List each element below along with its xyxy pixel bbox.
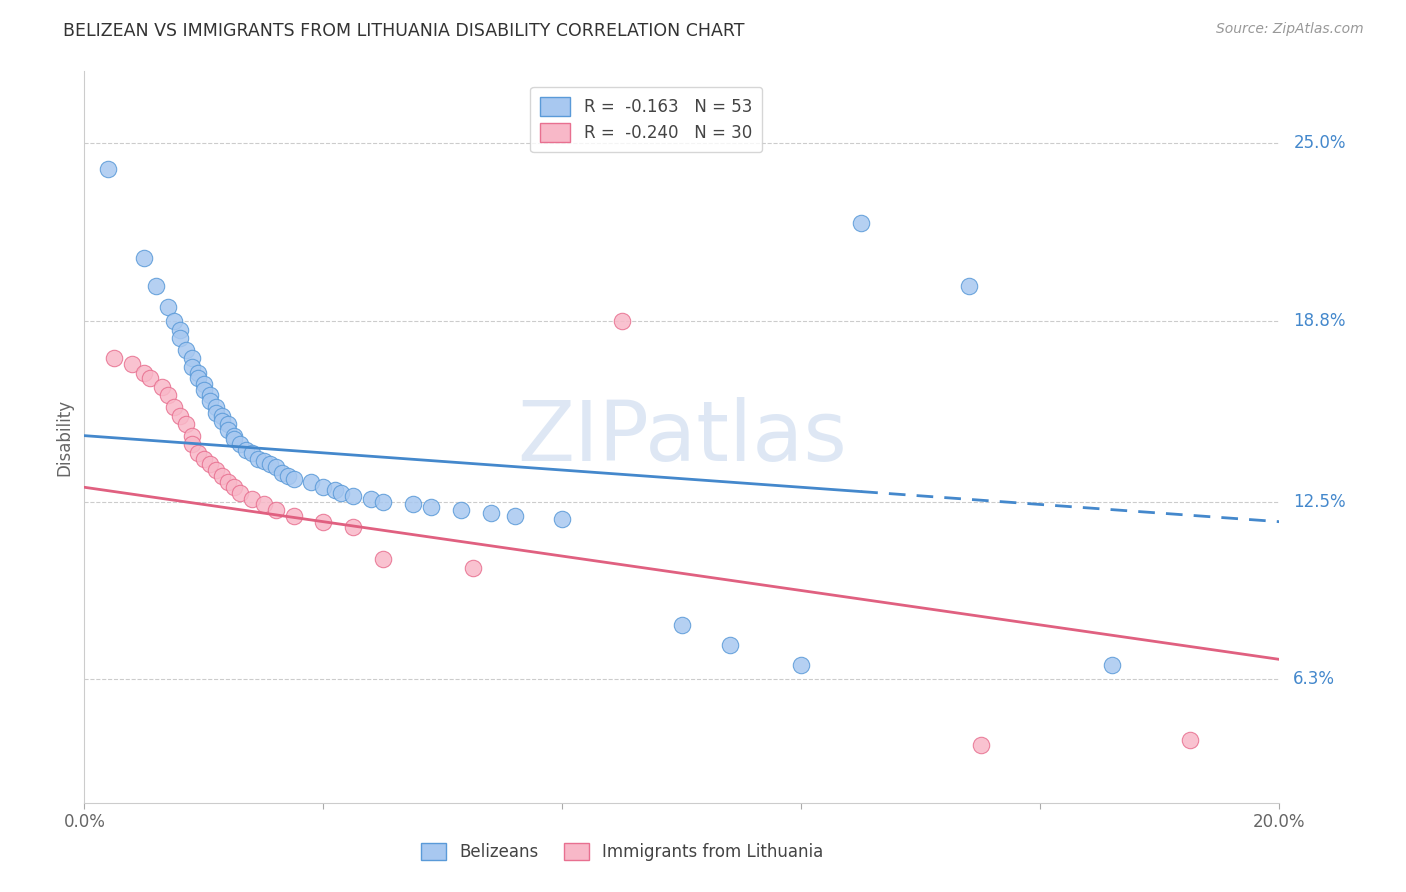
Point	[187, 371, 209, 385]
Point	[217, 475, 239, 489]
Point	[240, 491, 263, 506]
Point	[277, 468, 299, 483]
Point	[181, 428, 204, 442]
Point	[671, 618, 693, 632]
Point	[174, 417, 197, 432]
Point	[181, 351, 204, 366]
Point	[222, 432, 245, 446]
Point	[193, 451, 215, 466]
Point	[228, 486, 252, 500]
Point	[157, 388, 180, 402]
Point	[253, 454, 276, 468]
Text: BELIZEAN VS IMMIGRANTS FROM LITHUANIA DISABILITY CORRELATION CHART: BELIZEAN VS IMMIGRANTS FROM LITHUANIA DI…	[63, 22, 745, 40]
Point	[145, 279, 167, 293]
Point	[461, 560, 484, 574]
Point	[1101, 658, 1123, 673]
Text: Source: ZipAtlas.com: Source: ZipAtlas.com	[1216, 22, 1364, 37]
Point	[957, 279, 980, 293]
Point	[187, 366, 209, 380]
Point	[283, 472, 305, 486]
Point	[503, 508, 526, 523]
Point	[373, 552, 395, 566]
Point	[211, 409, 233, 423]
Point	[851, 216, 873, 230]
Point	[193, 383, 215, 397]
Point	[790, 658, 813, 673]
Point	[217, 423, 239, 437]
Point	[163, 314, 186, 328]
Point	[198, 394, 221, 409]
Point	[157, 300, 180, 314]
Point	[264, 460, 287, 475]
Point	[163, 400, 186, 414]
Point	[97, 161, 120, 176]
Point	[193, 377, 215, 392]
Legend: Belizeans, Immigrants from Lithuania: Belizeans, Immigrants from Lithuania	[415, 836, 830, 868]
Point	[264, 503, 287, 517]
Point	[169, 331, 191, 345]
Point	[187, 446, 209, 460]
Text: 6.3%: 6.3%	[1294, 671, 1336, 689]
Point	[205, 406, 228, 420]
Point	[121, 357, 143, 371]
Text: 18.8%: 18.8%	[1294, 312, 1346, 330]
Point	[330, 486, 353, 500]
Point	[181, 437, 204, 451]
Point	[342, 520, 364, 534]
Point	[198, 388, 221, 402]
Point	[283, 508, 305, 523]
Point	[342, 489, 364, 503]
Point	[312, 515, 335, 529]
Point	[970, 739, 993, 753]
Point	[211, 468, 233, 483]
Point	[312, 480, 335, 494]
Point	[301, 475, 323, 489]
Point	[718, 638, 741, 652]
Point	[450, 503, 472, 517]
Text: ZIPatlas: ZIPatlas	[517, 397, 846, 477]
Point	[139, 371, 162, 385]
Point	[360, 491, 382, 506]
Text: 12.5%: 12.5%	[1294, 492, 1346, 510]
Point	[235, 442, 257, 457]
Point	[205, 400, 228, 414]
Point	[551, 512, 574, 526]
Point	[270, 466, 292, 480]
Point	[325, 483, 347, 497]
Point	[228, 437, 252, 451]
Point	[132, 251, 156, 265]
Point	[198, 458, 221, 472]
Point	[211, 414, 233, 428]
Point	[373, 494, 395, 508]
Point	[253, 498, 276, 512]
Point	[479, 506, 502, 520]
Point	[181, 359, 204, 374]
Point	[222, 480, 245, 494]
Point	[246, 451, 269, 466]
Point	[205, 463, 228, 477]
Point	[103, 351, 125, 366]
Point	[259, 458, 281, 472]
Text: 25.0%: 25.0%	[1294, 134, 1346, 152]
Y-axis label: Disability: Disability	[55, 399, 73, 475]
Point	[132, 366, 156, 380]
Point	[174, 343, 197, 357]
Point	[150, 380, 173, 394]
Point	[222, 428, 245, 442]
Point	[217, 417, 239, 432]
Point	[240, 446, 263, 460]
Point	[420, 500, 443, 515]
Point	[612, 314, 634, 328]
Point	[169, 322, 191, 336]
Point	[169, 409, 191, 423]
Point	[1178, 732, 1201, 747]
Point	[402, 498, 425, 512]
